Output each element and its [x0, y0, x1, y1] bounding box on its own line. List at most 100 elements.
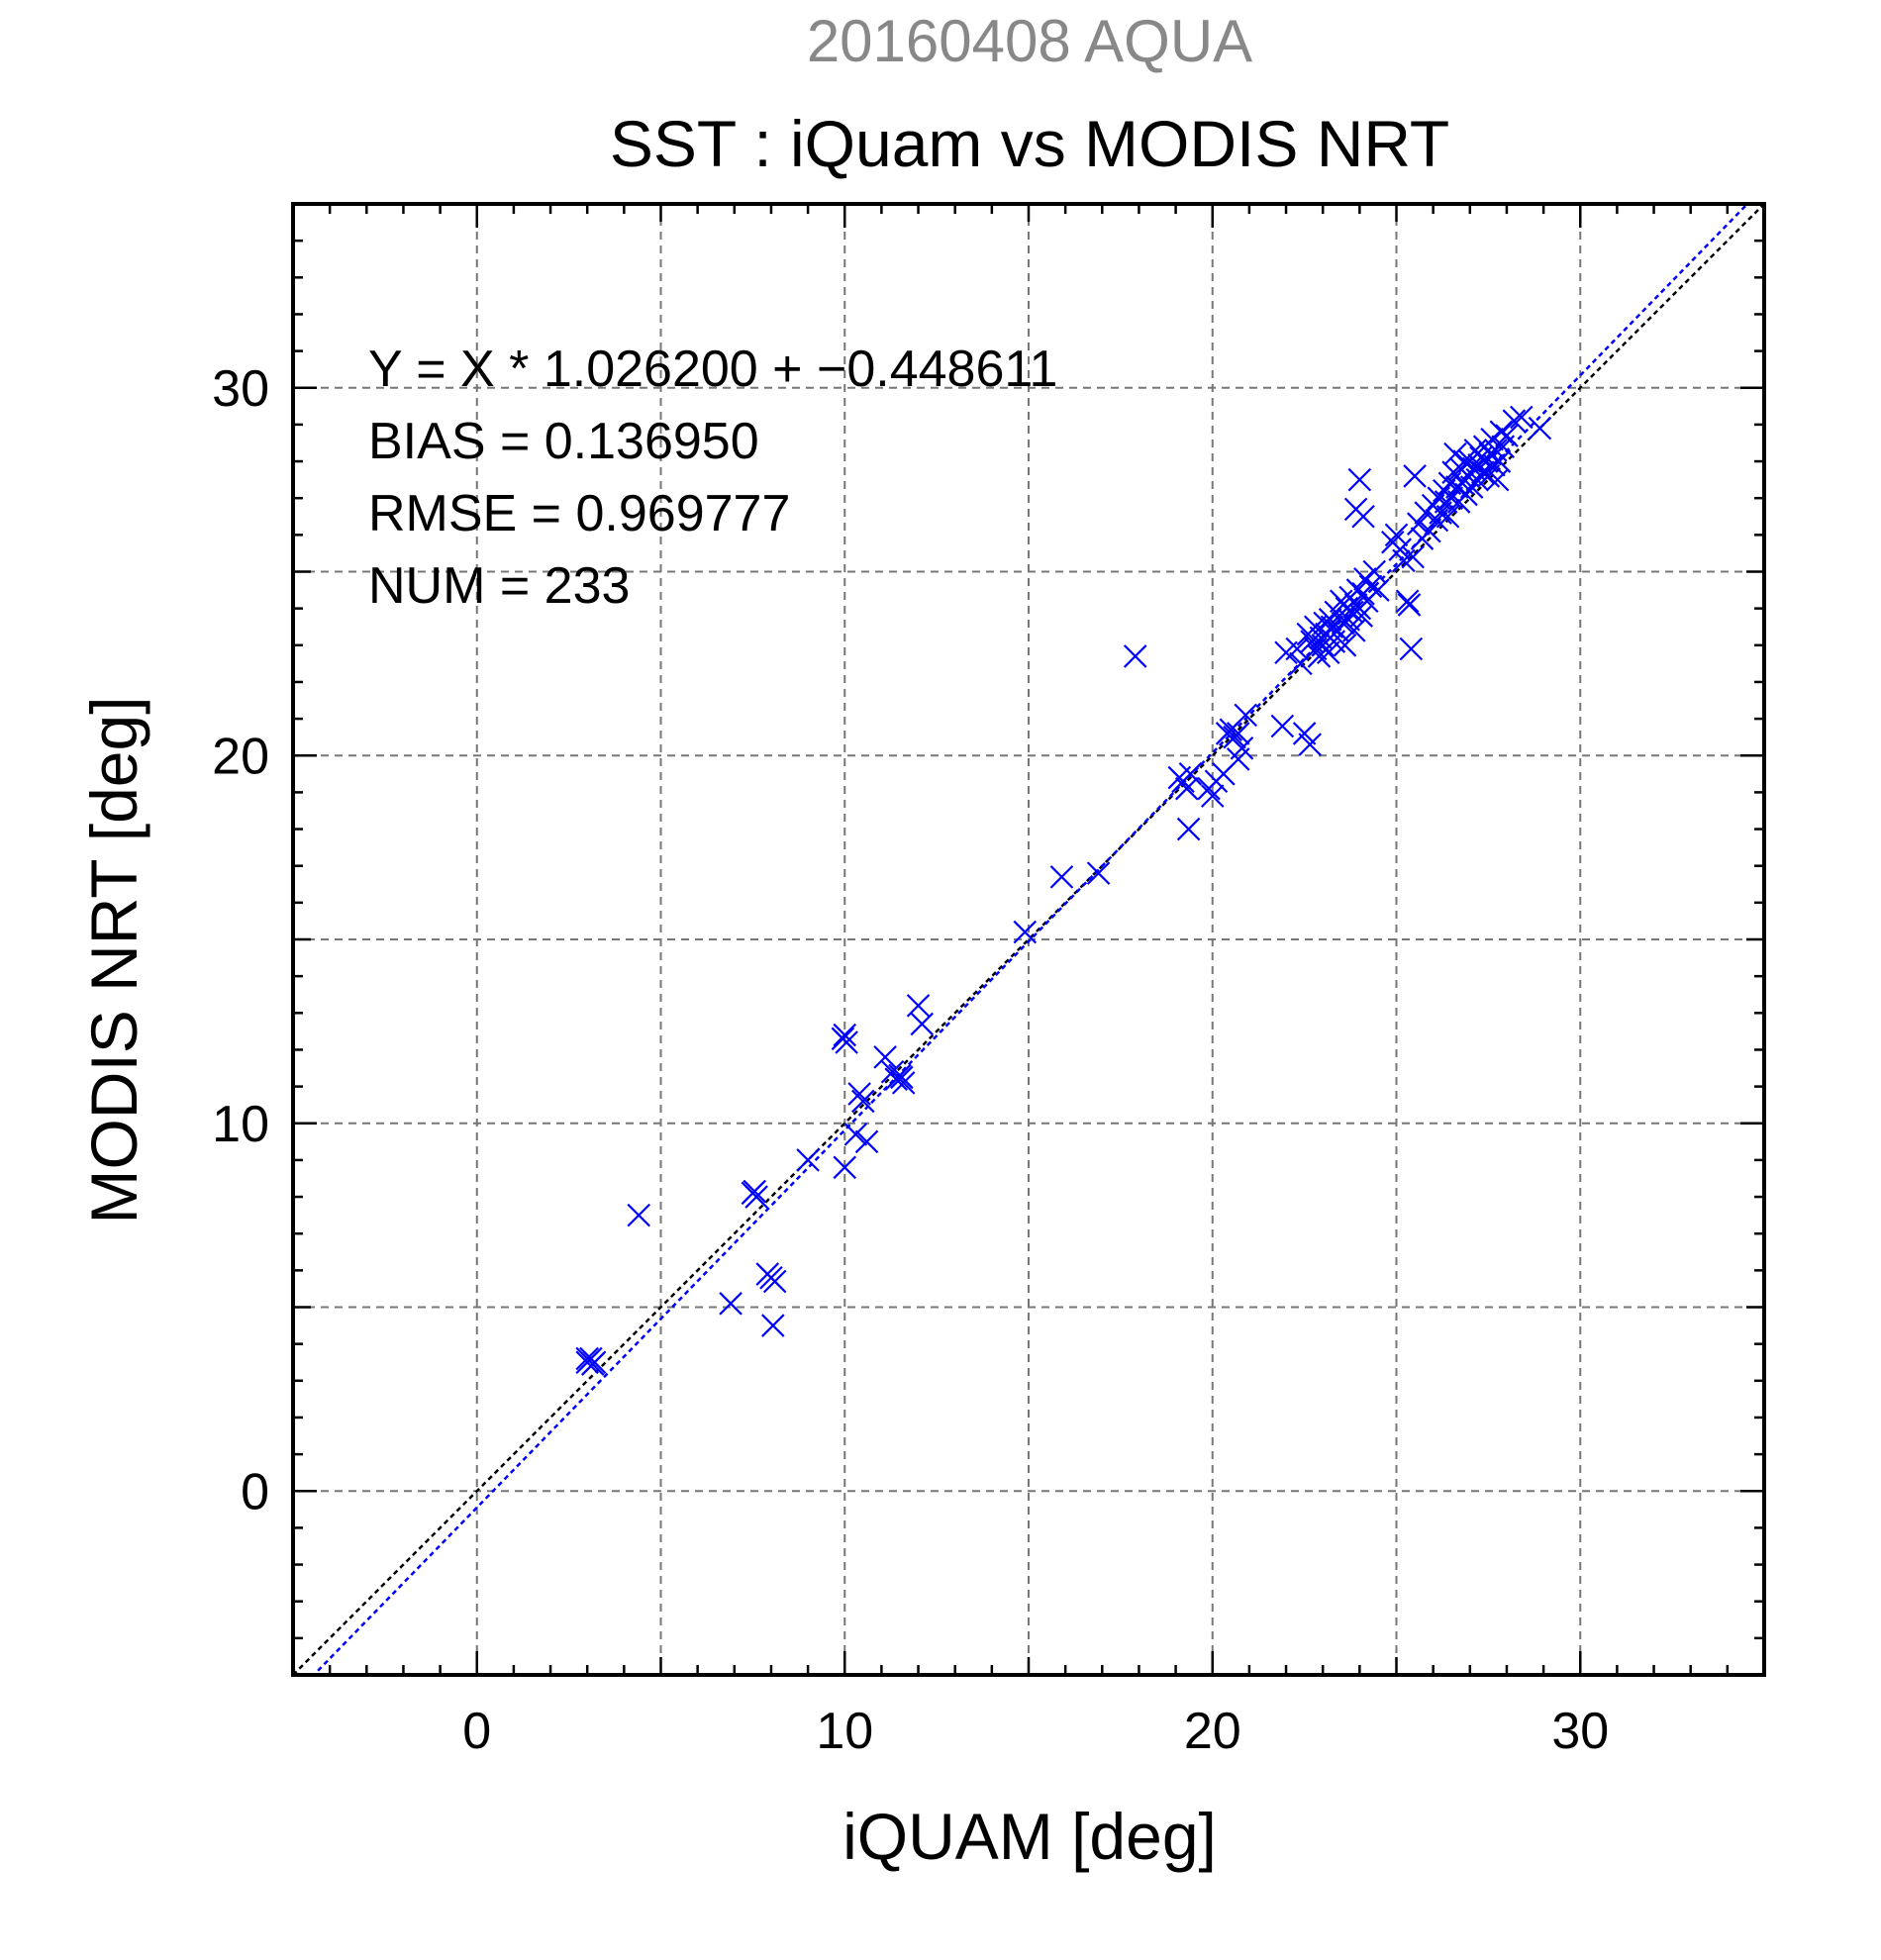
data-point [1528, 416, 1552, 441]
data-point [761, 1314, 785, 1337]
data-point [1178, 762, 1203, 786]
data-point [580, 1352, 605, 1376]
data-point [1510, 405, 1534, 430]
plot-frame [291, 202, 1766, 1677]
data-point [1418, 519, 1441, 543]
data-point [1123, 644, 1147, 668]
data-point [1174, 776, 1199, 801]
regression-line [312, 204, 1749, 1675]
data-point [1401, 544, 1425, 569]
data-point [1495, 424, 1519, 447]
data-point [873, 1045, 897, 1069]
data-point [1331, 611, 1355, 636]
data-point [1474, 449, 1499, 473]
data-point [1353, 567, 1377, 591]
data-point [1476, 464, 1501, 488]
data-point [1292, 722, 1317, 745]
data-point [1436, 504, 1460, 529]
data-point [1482, 452, 1506, 477]
statistics-annotation: Y = X * 1.026200 + −0.448611 BIAS = 0.13… [368, 341, 1057, 615]
data-point [1489, 420, 1514, 444]
data-point [1200, 784, 1225, 808]
x-tick-label: 20 [1184, 1703, 1241, 1760]
data-point [1086, 861, 1111, 885]
data-point [835, 1030, 858, 1054]
data-point [742, 1179, 767, 1204]
data-point [1358, 574, 1383, 599]
data-point [1340, 600, 1364, 625]
data-point [1347, 467, 1372, 492]
y-tick-label: 10 [212, 1096, 269, 1153]
data-point [744, 1185, 768, 1209]
data-point [847, 1082, 871, 1106]
data-point [1285, 637, 1309, 661]
y-tick-label: 0 [241, 1463, 269, 1520]
data-point [1427, 486, 1450, 510]
bias-label: BIAS = 0.136950 [368, 413, 759, 470]
y-tick-label: 30 [212, 360, 269, 418]
data-point [1316, 640, 1340, 665]
rmse-label: RMSE = 0.969777 [368, 485, 790, 542]
data-point [854, 1129, 879, 1154]
grid [293, 204, 1764, 1675]
data-point [1395, 589, 1420, 613]
data-point [1487, 449, 1512, 473]
data-point [1234, 703, 1257, 728]
data-points [575, 405, 1552, 1376]
data-point [833, 1023, 857, 1047]
y-tick-label: 20 [212, 728, 269, 785]
data-point [1485, 467, 1510, 492]
data-point [843, 1123, 868, 1146]
data-point [891, 1071, 916, 1095]
data-point [1429, 501, 1452, 525]
data-point [1407, 512, 1431, 536]
data-point [910, 1012, 935, 1036]
data-point [890, 1065, 914, 1090]
data-point [796, 1148, 820, 1172]
data-point [1443, 441, 1467, 466]
num-label: NUM = 233 [368, 557, 630, 615]
data-point [1439, 486, 1463, 510]
data-point [1384, 523, 1409, 547]
data-point [1502, 409, 1527, 433]
data-point [627, 1203, 650, 1227]
data-point [1392, 548, 1416, 573]
data-point [1345, 578, 1370, 602]
data-point [906, 994, 931, 1018]
chart-subtitle: SST : iQuam vs MODIS NRT [610, 107, 1449, 180]
data-point [1403, 464, 1427, 488]
data-point [1049, 865, 1074, 889]
data-point [1298, 733, 1322, 756]
x-axis-label: iQUAM [deg] [842, 1800, 1217, 1873]
chart-title: 20160408 AQUA [807, 8, 1252, 74]
tick-labels: 0 10 20 30 0 10 20 30 [212, 360, 1609, 1760]
data-point [1303, 615, 1328, 639]
data-point [1013, 920, 1038, 944]
data-point [1362, 559, 1386, 584]
data-point [1230, 736, 1254, 760]
data-point [1366, 578, 1390, 602]
data-point [1270, 714, 1295, 738]
reference-lines [293, 204, 1764, 1675]
data-point [1349, 604, 1373, 628]
y-axis-label: MODIS NRT [deg] [77, 696, 150, 1224]
data-point [1459, 475, 1484, 499]
data-point [851, 1089, 875, 1114]
data-point [1303, 637, 1328, 661]
data-point [1176, 817, 1201, 841]
data-point [719, 1292, 742, 1316]
data-point [1454, 482, 1478, 507]
data-point [1351, 504, 1375, 529]
data-point [833, 1155, 857, 1180]
data-point [1397, 593, 1422, 617]
data-point [1226, 722, 1250, 745]
x-tick-label: 10 [816, 1703, 873, 1760]
x-tick-label: 0 [462, 1703, 491, 1760]
data-point [1399, 637, 1424, 661]
fit-equation-label: Y = X * 1.026200 + −0.448611 [368, 341, 1057, 398]
data-point [1434, 490, 1458, 514]
x-tick-label: 30 [1551, 1703, 1609, 1760]
data-point [1342, 619, 1366, 642]
data-point [762, 1269, 787, 1294]
